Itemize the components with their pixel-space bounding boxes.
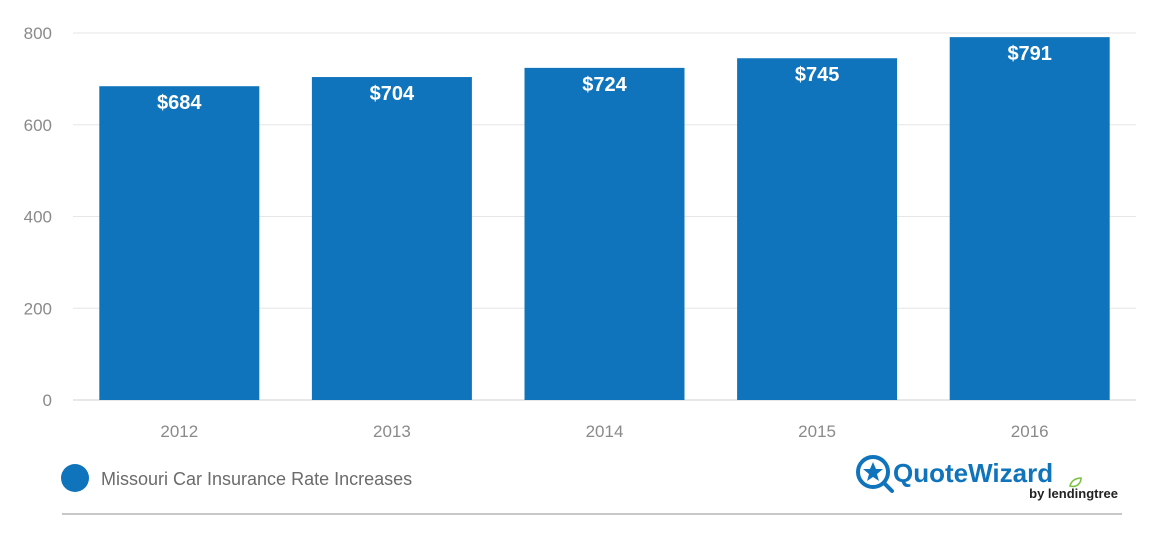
x-tick-label: 2013	[373, 422, 411, 441]
bar-2016[interactable]	[949, 37, 1110, 400]
x-tick-label: 2014	[586, 422, 624, 441]
bar-2014[interactable]	[524, 67, 685, 401]
quotewizard-logo: QuoteWizard by lendingtree	[856, 455, 1118, 501]
bars-layer	[99, 37, 1110, 401]
y-tick-label: 800	[24, 24, 52, 43]
bar-value-label: $745	[795, 64, 840, 86]
logo-byline-text: by lendingtree	[1029, 486, 1118, 501]
bar-value-label: $684	[157, 92, 202, 114]
leaf-icon	[1069, 477, 1082, 488]
legend-marker[interactable]	[61, 464, 89, 492]
wizard-star-icon	[856, 455, 894, 493]
y-tick-label: 0	[43, 391, 52, 410]
y-tick-label: 200	[24, 299, 52, 318]
logo-brand-text: QuoteWizard	[893, 458, 1053, 488]
bar-2013[interactable]	[311, 77, 472, 400]
y-axis: 0 200 400 600 800	[24, 24, 52, 410]
labels-layer: $684 $704 $724 $745 $791	[157, 43, 1052, 114]
bar-2015[interactable]	[737, 58, 898, 400]
legend-label[interactable]: Missouri Car Insurance Rate Increases	[101, 469, 412, 489]
legend[interactable]: Missouri Car Insurance Rate Increases	[61, 464, 412, 492]
bar-value-label: $791	[1007, 43, 1052, 65]
x-tick-label: 2016	[1011, 422, 1049, 441]
y-tick-label: 400	[24, 208, 52, 227]
bar-2012[interactable]	[99, 86, 260, 400]
x-axis: 2012 2013 2014 2015 2016	[160, 422, 1048, 441]
x-tick-label: 2012	[160, 422, 198, 441]
x-tick-label: 2015	[798, 422, 836, 441]
y-tick-label: 600	[24, 116, 52, 135]
bar-value-label: $724	[582, 74, 627, 96]
bar-value-label: $704	[370, 83, 415, 105]
